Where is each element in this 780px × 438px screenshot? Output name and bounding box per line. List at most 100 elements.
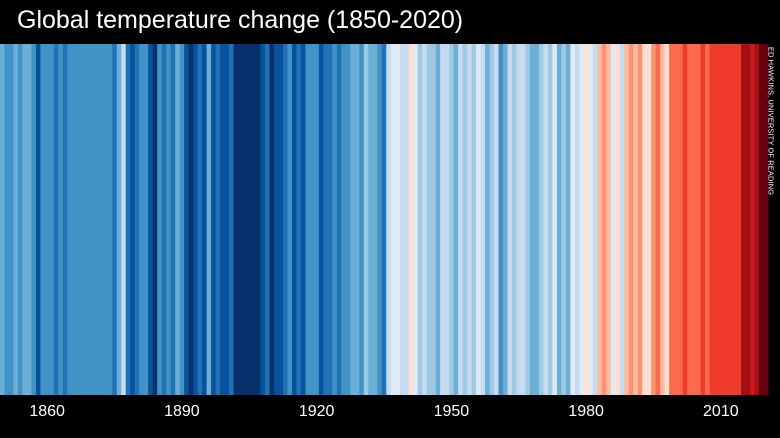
stripe-2010 bbox=[718, 44, 724, 395]
stripe-1874 bbox=[107, 44, 113, 395]
stripe-2004 bbox=[691, 44, 697, 395]
stripe-1998 bbox=[664, 44, 670, 395]
stripe-1966 bbox=[520, 44, 527, 395]
stripe-1861 bbox=[49, 44, 55, 395]
stripe-1868 bbox=[80, 44, 86, 395]
stripe-1950 bbox=[449, 44, 455, 395]
stripe-1889 bbox=[175, 44, 181, 395]
stripe-1852 bbox=[8, 44, 15, 395]
stripe-1912 bbox=[278, 44, 284, 395]
stripe-1902 bbox=[233, 44, 239, 395]
stripe-1908 bbox=[260, 44, 266, 395]
stripe-1870 bbox=[89, 44, 95, 395]
stripe-1913 bbox=[282, 44, 289, 395]
stripe-2012 bbox=[727, 44, 733, 395]
stripe-1892 bbox=[188, 44, 194, 395]
stripe-1931 bbox=[363, 44, 369, 395]
stripe-1989 bbox=[624, 44, 630, 395]
x-tick-label: 2010 bbox=[703, 403, 739, 420]
stripe-1996 bbox=[655, 44, 661, 395]
stripe-1907 bbox=[256, 44, 262, 395]
x-tick-label: 1890 bbox=[164, 403, 200, 420]
x-tick-label: 1980 bbox=[568, 403, 604, 420]
stripe-1888 bbox=[170, 44, 176, 395]
stripe-1924 bbox=[332, 44, 338, 395]
stripe-1915 bbox=[291, 44, 298, 395]
stripe-1962 bbox=[503, 44, 509, 395]
stripe-1959 bbox=[489, 44, 495, 395]
stripe-2007 bbox=[705, 44, 711, 395]
x-tick-label: 1920 bbox=[298, 403, 335, 420]
x-tick-label: 1950 bbox=[433, 403, 470, 420]
stripe-1952 bbox=[458, 44, 464, 395]
stripe-1982 bbox=[592, 44, 598, 395]
stripe-1934 bbox=[377, 44, 383, 395]
stripe-1856 bbox=[26, 44, 33, 395]
stripe-1941 bbox=[408, 44, 414, 395]
stripe-1855 bbox=[22, 44, 28, 395]
stripe-1978 bbox=[574, 44, 580, 395]
stripe-1890 bbox=[179, 44, 185, 395]
stripe-1905 bbox=[247, 44, 253, 395]
stripe-1864 bbox=[62, 44, 68, 395]
stripe-1983 bbox=[597, 44, 603, 395]
stripe-1867 bbox=[76, 44, 82, 395]
stripe-1973 bbox=[552, 44, 558, 395]
stripe-1977 bbox=[570, 44, 576, 395]
stripe-1987 bbox=[615, 44, 621, 395]
stripe-2000 bbox=[673, 44, 679, 395]
stripe-1882 bbox=[143, 44, 149, 395]
stripe-1919 bbox=[309, 44, 315, 395]
stripe-1928 bbox=[350, 44, 356, 395]
stripe-2005 bbox=[696, 44, 702, 395]
credit-text: ED HAWKINS, UNIVERSITY OF READING bbox=[766, 46, 776, 196]
stripe-1964 bbox=[512, 44, 518, 395]
stripe-1922 bbox=[323, 44, 329, 395]
stripe-1937 bbox=[390, 44, 396, 395]
stripe-1865 bbox=[67, 44, 73, 395]
stripe-1999 bbox=[669, 44, 675, 395]
stripe-1942 bbox=[413, 44, 419, 395]
stripe-1967 bbox=[525, 44, 531, 395]
stripe-1936 bbox=[386, 44, 392, 395]
stripe-1910 bbox=[269, 44, 275, 395]
stripe-1921 bbox=[318, 44, 324, 395]
stripe-2017 bbox=[750, 44, 756, 395]
stripe-1979 bbox=[579, 44, 585, 395]
stripe-1850 bbox=[0, 44, 6, 395]
stripe-1976 bbox=[565, 44, 571, 395]
stripe-1911 bbox=[273, 44, 280, 395]
stripe-2002 bbox=[682, 44, 688, 395]
stripe-1953 bbox=[462, 44, 468, 395]
stripe-1901 bbox=[229, 44, 235, 395]
stripe-1862 bbox=[53, 44, 59, 395]
stripe-1932 bbox=[368, 44, 374, 395]
stripe-1854 bbox=[17, 44, 24, 395]
stripe-1940 bbox=[404, 44, 410, 395]
stripe-2015 bbox=[741, 44, 747, 395]
stripe-1879 bbox=[130, 44, 136, 395]
stripe-1974 bbox=[556, 44, 563, 395]
stripe-1909 bbox=[264, 44, 271, 395]
stripe-2011 bbox=[723, 44, 729, 395]
stripe-1877 bbox=[121, 44, 127, 395]
stripe-1933 bbox=[372, 44, 378, 395]
stripe-1963 bbox=[507, 44, 513, 395]
stripe-1994 bbox=[646, 44, 652, 395]
stripe-1876 bbox=[116, 44, 122, 395]
stripe-1857 bbox=[31, 44, 37, 395]
stripe-1872 bbox=[98, 44, 104, 395]
stripe-1995 bbox=[651, 44, 657, 395]
stripe-1943 bbox=[417, 44, 423, 395]
stripe-1923 bbox=[327, 44, 333, 395]
stripe-1958 bbox=[485, 44, 491, 395]
stripe-1986 bbox=[610, 44, 616, 395]
stripe-1985 bbox=[606, 44, 612, 395]
stripe-2003 bbox=[687, 44, 693, 395]
stripe-1975 bbox=[561, 44, 567, 395]
stripe-1916 bbox=[296, 44, 302, 395]
stripe-1971 bbox=[543, 44, 549, 395]
stripe-2016 bbox=[745, 44, 751, 395]
